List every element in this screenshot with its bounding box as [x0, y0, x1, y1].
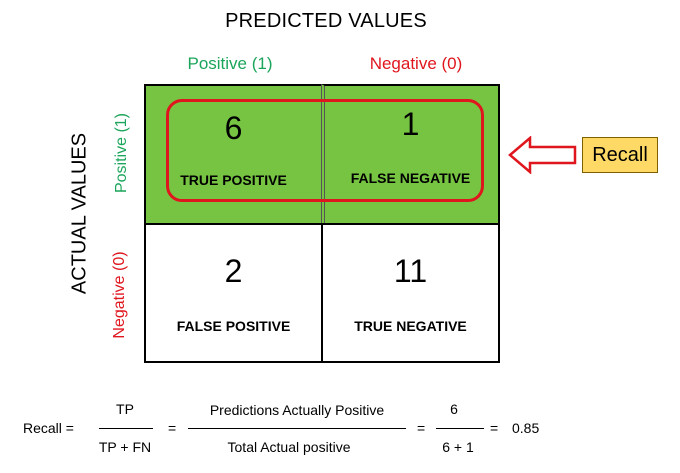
fraction-1-denominator: TP + FN: [98, 439, 152, 455]
equals-2: =: [417, 420, 426, 436]
false-negative-label: FALSE NEGATIVE: [350, 170, 471, 186]
row-header-negative: Negative (0): [111, 251, 128, 339]
fraction-1-bar: [99, 428, 153, 429]
false-positive-value: 2: [224, 253, 243, 289]
fraction-1-numerator: TP: [116, 401, 134, 417]
true-negative-label: TRUE NEGATIVE: [354, 318, 467, 334]
equals-3: =: [490, 420, 499, 436]
column-header-negative: Negative (0): [369, 54, 463, 73]
fraction-3-bar: [436, 428, 484, 429]
confusion-matrix: 6 TRUE POSITIVE 1 FALSE NEGATIVE 2 FALSE…: [144, 84, 500, 363]
row-header-positive: Positive (1): [113, 112, 130, 194]
recall-highlight-outline: [166, 99, 484, 202]
cell-false-positive: 2 FALSE POSITIVE: [144, 223, 323, 363]
true-positive-value: 6: [224, 110, 243, 146]
fraction-2-bar: [188, 428, 406, 429]
false-positive-label: FALSE POSITIVE: [176, 318, 291, 334]
cell-true-negative: 11 TRUE NEGATIVE: [321, 223, 500, 363]
recall-result: 0.85: [512, 420, 540, 436]
formula-lhs: Recall =: [23, 420, 74, 436]
actual-values-label: ACTUAL VALUES: [68, 132, 91, 295]
fraction-3-numerator: 6: [450, 401, 458, 417]
predicted-values-title: PREDICTED VALUES: [225, 10, 427, 32]
fraction-2-denominator: Total Actual positive: [227, 439, 351, 455]
false-negative-value: 1: [401, 106, 420, 142]
column-header-positive: Positive (1): [187, 54, 273, 73]
fraction-3-denominator: 6 + 1: [442, 439, 474, 455]
true-positive-label: TRUE POSITIVE: [180, 172, 287, 188]
fraction-2-numerator: Predictions Actually Positive: [209, 402, 385, 418]
true-negative-value: 11: [393, 253, 428, 289]
left-arrow-icon: [508, 136, 577, 174]
recall-callout: Recall: [582, 137, 658, 173]
equals-1: =: [168, 420, 177, 436]
